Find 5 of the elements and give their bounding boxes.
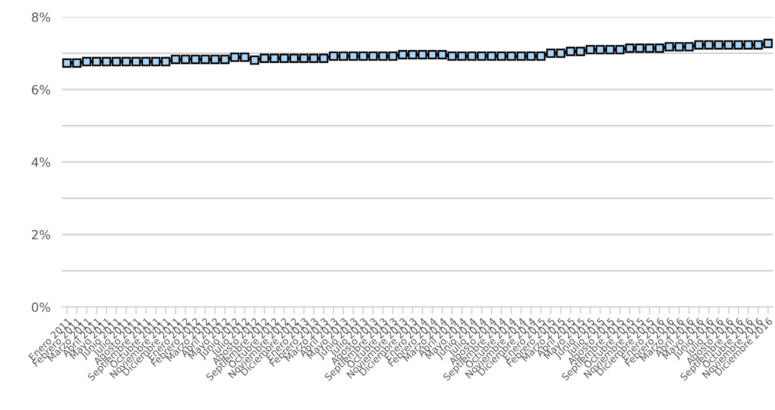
y-tick-label: 2% bbox=[32, 230, 50, 240]
y-tick-label: 6% bbox=[32, 84, 50, 94]
y-tick-label: 8% bbox=[32, 12, 50, 22]
y-tick-label: 0% bbox=[32, 302, 50, 312]
y-tick-label: 4% bbox=[32, 157, 50, 167]
